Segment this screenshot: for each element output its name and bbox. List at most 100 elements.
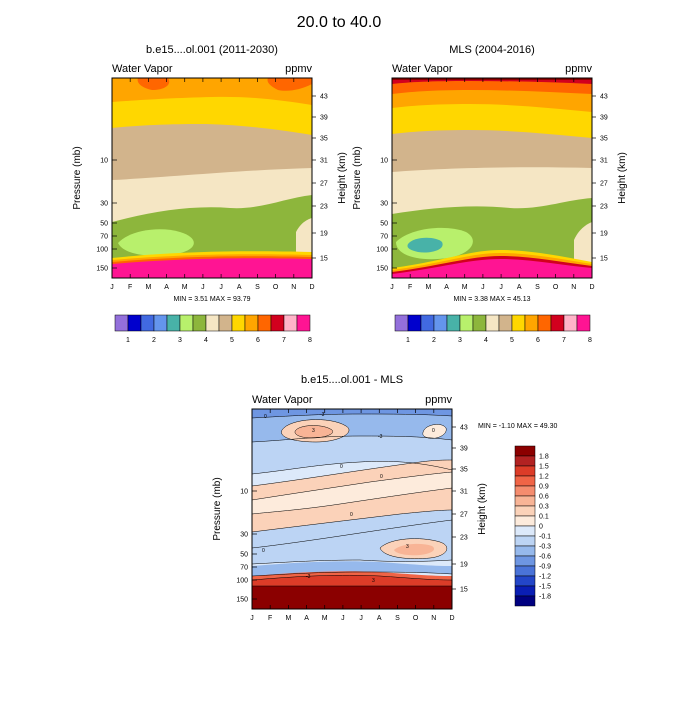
contour-line <box>252 435 452 443</box>
y-tick-label: 70 <box>380 234 388 241</box>
colorbar-label: 5 <box>230 337 234 344</box>
x-tick-label: D <box>309 284 314 291</box>
panel-diff-frame <box>251 408 453 610</box>
y-tick-label: 30 <box>380 201 388 208</box>
colorbar-label: -0.9 <box>539 564 551 571</box>
contour-label: 3 <box>372 578 375 584</box>
y-tick-label: 100 <box>236 578 248 585</box>
colorbar-swatch <box>514 595 536 607</box>
y-tick-label: 100 <box>376 247 388 254</box>
contour-label: 0 <box>380 474 383 480</box>
contour-labels: -3 -3 0 3 0 0 0 0 0 3 -3 3 <box>262 412 435 584</box>
colorbar-swatch <box>514 475 536 487</box>
contour-band <box>137 78 312 91</box>
x-tick-label: A <box>237 284 242 291</box>
x-tick-label: M <box>462 284 468 291</box>
colorbar-swatch <box>550 314 565 332</box>
colorbar-swatch <box>514 565 536 577</box>
panel-diff-left-label: Water Vapor <box>252 394 313 406</box>
colorbar-label: 0 <box>539 524 543 531</box>
y-tick-label: 10 <box>100 158 108 165</box>
contour-band <box>252 472 452 514</box>
y-tick-label: 150 <box>96 266 108 273</box>
panel-diff: b.e15....ol.001 - MLS Water Vapor ppmv <box>212 374 557 622</box>
y-right-tick-label: 39 <box>320 115 328 122</box>
colorbar-swatch <box>459 314 474 332</box>
contour-line <box>252 459 452 487</box>
colorbar-swatch <box>511 314 526 332</box>
colorbar-label: 5 <box>510 337 514 344</box>
y-right-tick-label: 35 <box>320 136 328 143</box>
x-tick-label: M <box>322 615 328 622</box>
panel-diff-ticks: J F M A M J J A S O N D1030507010015043393531272319… <box>236 409 468 622</box>
colorbar-swatch <box>433 314 448 332</box>
panel-model-colorbar: 1 2 3 4 5 6 7 8 <box>114 314 312 344</box>
x-tick-label: A <box>377 615 382 622</box>
colorbar-swatch <box>127 314 142 332</box>
x-tick-label: O <box>553 284 559 291</box>
panel-obs-right-label: ppmv <box>565 63 592 75</box>
colorbar-label: 2 <box>152 337 156 344</box>
panel-obs-colorbar: 1 2 3 4 5 6 7 8 <box>394 314 592 344</box>
y-right-tick-label: 19 <box>600 231 608 238</box>
colorbar-label: 2 <box>432 337 436 344</box>
x-tick-label: N <box>431 615 436 622</box>
panel-obs-ylabel-right: Height (km) <box>617 152 628 204</box>
x-tick-label: J <box>499 284 503 291</box>
contour-label: -3 <box>378 434 383 440</box>
colorbar-label: -0.1 <box>539 534 551 541</box>
x-tick-label: N <box>571 284 576 291</box>
colorbar-swatch <box>514 505 536 517</box>
x-tick-label: M <box>182 284 188 291</box>
panel-obs-frame <box>391 77 593 279</box>
colorbar-label: -1.8 <box>539 594 551 601</box>
panel-model-field <box>112 78 312 278</box>
panel-obs-ticks: J F M A M J J A S O N D 10 30 50 70 100 150 43 39 35 31 27 23 19… <box>376 78 608 291</box>
panel-diff-right-label: ppmv <box>425 394 452 406</box>
colorbar-label: 8 <box>308 337 312 344</box>
y-tick-label: 150 <box>236 597 248 604</box>
panel-model-right-label: ppmv <box>285 63 312 75</box>
contour-band <box>252 561 452 576</box>
colorbar-swatch <box>244 314 259 332</box>
colorbar-swatch <box>257 314 272 332</box>
x-tick-label: O <box>273 284 279 291</box>
contour-line <box>252 571 452 577</box>
contour-line <box>252 461 452 475</box>
contour-line <box>252 413 452 419</box>
x-tick-label: F <box>128 284 132 291</box>
x-tick-label: D <box>589 284 594 291</box>
panel-diff-title: b.e15....ol.001 - MLS <box>301 374 403 386</box>
colorbar-label: 1 <box>406 337 410 344</box>
colorbar-swatch <box>407 314 422 332</box>
contour-line <box>294 425 334 439</box>
contour-band <box>118 229 194 256</box>
contour-label: 3 <box>312 428 315 434</box>
x-tick-label: M <box>285 615 291 622</box>
colorbar-swatch <box>446 314 461 332</box>
panel-diff-colorbar: 1.8 1.5 1.2 0.9 0.6 0.3 0.1 0 -0.1 -0.3 -0.6 -0.9 -1… <box>514 445 551 607</box>
contour-line <box>252 509 452 533</box>
contour-line <box>252 559 452 565</box>
colorbar-swatch <box>472 314 487 332</box>
contour-band <box>392 259 592 278</box>
colorbar-swatch <box>514 445 536 457</box>
y-right-tick-label: 23 <box>600 204 608 211</box>
x-tick-label: F <box>408 284 412 291</box>
y-right-tick-label: 39 <box>600 115 608 122</box>
panel-obs-left-label: Water Vapor <box>392 63 453 75</box>
panel-diff-ylabel-right: Height (km) <box>477 483 488 535</box>
y-right-tick-label: 19 <box>320 231 328 238</box>
colorbar-swatch <box>485 314 500 332</box>
panel-model-minmax: MIN = 3.51 MAX = 93.79 <box>173 296 250 303</box>
colorbar-label: 0.3 <box>539 504 549 511</box>
y-right-tick-label: 23 <box>320 204 328 211</box>
x-tick-label: A <box>517 284 522 291</box>
contour-label: 3 <box>406 544 409 550</box>
y-tick-label: 150 <box>376 266 388 273</box>
panel-model-ticks: J F M A M J J A S O N D 10 30 50 70 100 150 43 39 35 31 27 23 19… <box>96 78 328 291</box>
y-right-tick-label: 15 <box>320 256 328 263</box>
y-right-tick-label: 35 <box>460 467 468 474</box>
x-tick-label: S <box>255 284 260 291</box>
